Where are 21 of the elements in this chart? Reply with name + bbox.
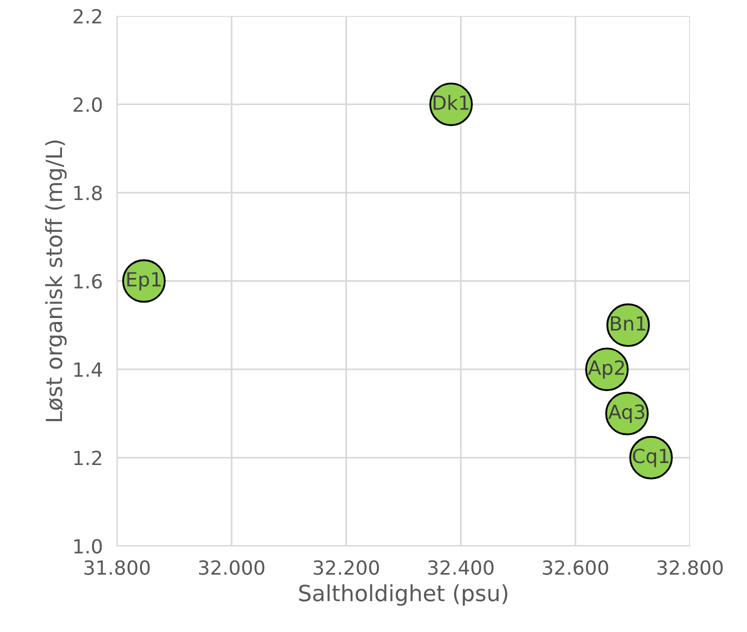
x-axis-title: Saltholdighet (psu) — [299, 584, 508, 606]
y-axis-title: Løst organisk stoff (mg/L) — [45, 140, 67, 422]
annotation: Ep1 — [127, 272, 161, 290]
x-tick-label: 32.000 — [199, 560, 264, 575]
x-tick-label: 31.800 — [84, 560, 150, 575]
annotation: Cq1 — [632, 448, 668, 468]
annotation: Bn1 — [611, 316, 646, 331]
x-tick-label: 32.600 — [542, 560, 608, 575]
x-tick-label: 32.200 — [314, 560, 379, 575]
y-tick-label: 2.0 — [74, 97, 102, 112]
annotation: Dk1 — [434, 94, 469, 110]
x-tick-label: 32.800 — [657, 560, 723, 575]
y-tick-label: 2.2 — [74, 8, 102, 24]
annotation: Aq3 — [608, 404, 644, 423]
y-tick-label: 1.4 — [74, 362, 102, 377]
y-tick-label: 1.6 — [74, 274, 102, 289]
y-tick-label: 1.0 — [74, 538, 102, 554]
y-tick-label: 1.8 — [74, 186, 102, 200]
x-tick-label: 32.400 — [428, 560, 494, 575]
y-tick-label: 1.2 — [74, 450, 102, 466]
annotation: Ap2 — [588, 360, 624, 379]
